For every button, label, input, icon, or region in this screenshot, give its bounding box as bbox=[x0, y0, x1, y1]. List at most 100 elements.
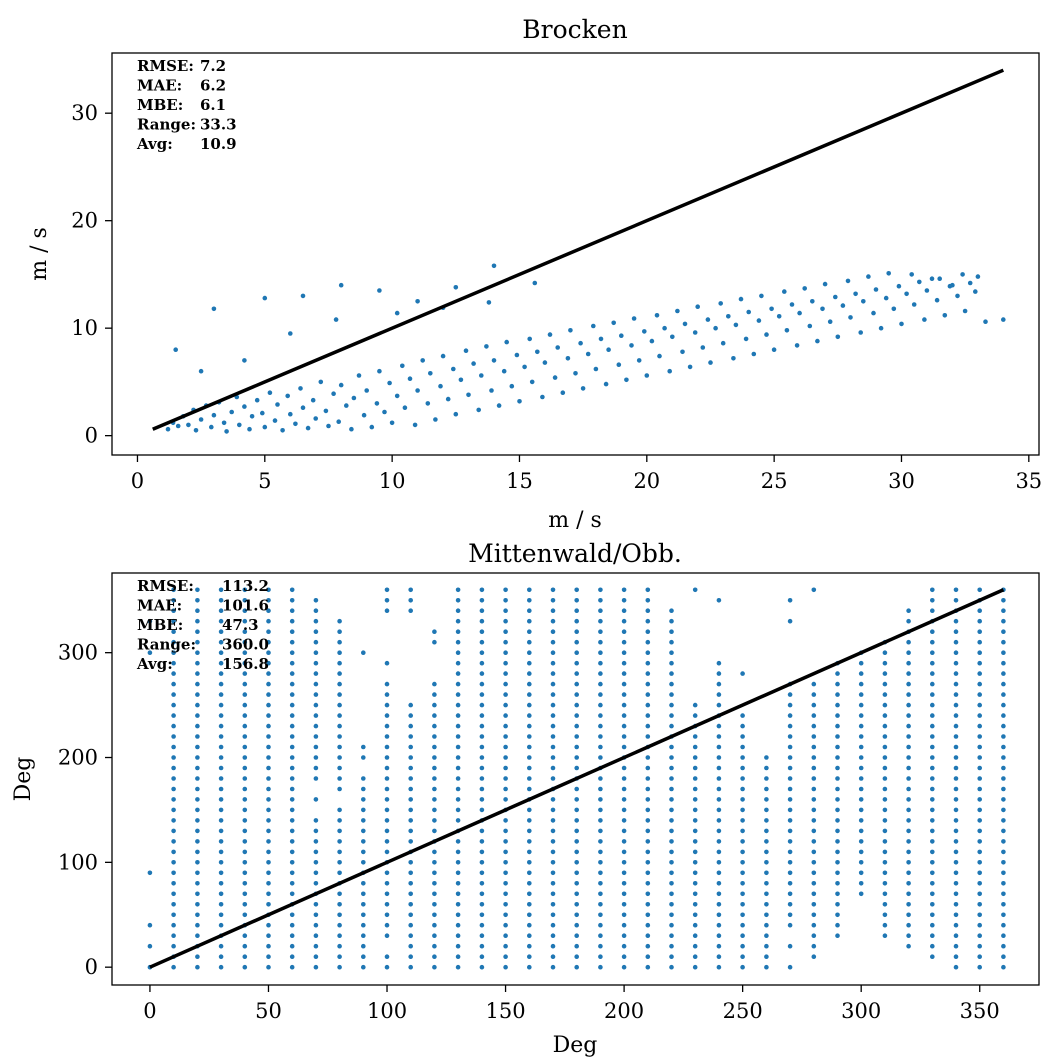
scatter-point bbox=[574, 723, 579, 729]
scatter-point bbox=[550, 713, 556, 718]
scatter-point bbox=[692, 702, 698, 708]
scatter-point bbox=[503, 881, 508, 886]
scatter-point bbox=[1001, 797, 1006, 802]
scatter-point bbox=[882, 713, 888, 718]
scatter-point bbox=[313, 912, 319, 918]
scatter-point bbox=[455, 807, 461, 813]
scatter-point bbox=[171, 692, 176, 697]
scatter-point bbox=[361, 797, 366, 802]
scatter-point bbox=[195, 964, 200, 970]
scatter-point bbox=[384, 891, 390, 897]
mittenwald-identity-line bbox=[149, 588, 1005, 969]
scatter-point bbox=[858, 713, 864, 718]
scatter-point bbox=[361, 933, 366, 938]
scatter-point bbox=[787, 598, 793, 603]
scatter-point bbox=[835, 807, 840, 813]
scatter-point bbox=[503, 650, 508, 655]
scatter-point bbox=[917, 279, 922, 285]
scatter-point bbox=[621, 860, 627, 865]
scatter-point bbox=[318, 379, 324, 385]
scatter-point bbox=[977, 818, 982, 823]
scatter-point bbox=[930, 660, 935, 666]
scatter-point bbox=[716, 692, 722, 697]
scatter-point bbox=[432, 755, 437, 760]
scatter-point bbox=[458, 377, 464, 383]
scatter-point bbox=[408, 765, 414, 771]
scatter-point bbox=[858, 765, 864, 771]
scatter-point bbox=[479, 765, 485, 771]
scatter-point bbox=[953, 922, 959, 928]
scatter-point bbox=[835, 870, 840, 876]
scatter-point bbox=[882, 671, 888, 676]
scatter-point bbox=[787, 755, 793, 760]
scatter-point bbox=[906, 891, 911, 897]
scatter-point bbox=[787, 860, 793, 865]
scatter-point bbox=[479, 902, 485, 907]
scatter-point bbox=[527, 765, 532, 771]
scatter-point bbox=[621, 797, 627, 802]
scatter-point bbox=[764, 964, 769, 970]
scatter-point bbox=[675, 308, 680, 314]
scatter-point bbox=[361, 744, 366, 750]
scatter-point bbox=[929, 276, 935, 282]
scatter-point bbox=[740, 839, 745, 844]
scatter-point bbox=[266, 902, 271, 907]
scatter-point bbox=[621, 818, 627, 823]
scatter-point bbox=[289, 860, 295, 865]
scatter-point bbox=[811, 807, 817, 813]
scatter-point bbox=[313, 818, 319, 823]
scatter-point bbox=[527, 744, 532, 750]
scatter-point bbox=[384, 702, 390, 708]
scatter-point bbox=[764, 891, 769, 897]
scatter-point bbox=[574, 639, 579, 645]
scatter-point bbox=[527, 755, 532, 760]
scatter-point bbox=[313, 702, 319, 708]
scatter-point bbox=[289, 660, 295, 666]
scatter-point bbox=[764, 933, 769, 938]
scatter-point bbox=[740, 713, 745, 718]
scatter-point bbox=[740, 849, 745, 855]
scatter-point bbox=[218, 964, 224, 970]
scatter-point bbox=[787, 870, 793, 876]
scatter-point bbox=[598, 660, 603, 666]
scatter-point bbox=[503, 860, 508, 865]
scatter-point bbox=[547, 332, 553, 337]
scatter-point bbox=[171, 870, 176, 876]
scatter-point bbox=[218, 618, 224, 624]
scatter-point bbox=[953, 702, 959, 708]
scatter-point bbox=[338, 282, 344, 288]
scatter-point bbox=[527, 692, 532, 697]
scatter-point bbox=[289, 598, 295, 603]
scatter-point bbox=[540, 394, 545, 400]
scatter-point bbox=[764, 870, 769, 876]
x-tick-label: 10 bbox=[379, 469, 406, 493]
scatter-point bbox=[242, 828, 248, 834]
scatter-point bbox=[953, 954, 959, 959]
scatter-point bbox=[445, 396, 451, 402]
scatter-point bbox=[764, 839, 769, 844]
scatter-point bbox=[598, 776, 603, 781]
scatter-point bbox=[408, 776, 414, 781]
x-tick-label: 150 bbox=[486, 999, 526, 1023]
scatter-point bbox=[218, 587, 224, 593]
scatter-point bbox=[906, 860, 911, 865]
scatter-point bbox=[930, 629, 935, 634]
scatter-point bbox=[621, 828, 627, 834]
scatter-point bbox=[550, 660, 556, 666]
scatter-point bbox=[503, 608, 508, 613]
scatter-point bbox=[479, 891, 485, 897]
scatter-point bbox=[1001, 922, 1006, 928]
scatter-point bbox=[337, 849, 342, 855]
scatter-point bbox=[550, 776, 556, 781]
scatter-point bbox=[384, 765, 390, 771]
scatter-point bbox=[882, 902, 888, 907]
scatter-point bbox=[218, 881, 224, 886]
scatter-point bbox=[669, 797, 674, 802]
scatter-point bbox=[479, 671, 485, 676]
scatter-point bbox=[313, 797, 319, 802]
scatter-point bbox=[764, 881, 769, 886]
scatter-point bbox=[313, 660, 319, 666]
scatter-point bbox=[598, 744, 603, 750]
scatter-point bbox=[195, 671, 200, 676]
scatter-point bbox=[455, 912, 461, 918]
